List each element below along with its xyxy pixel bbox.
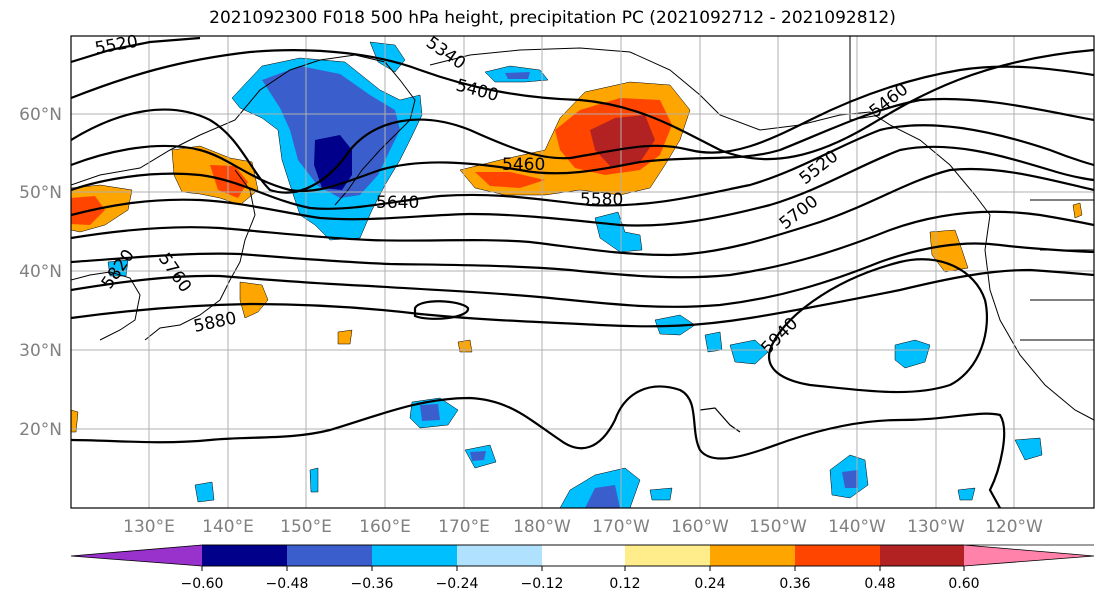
colorbar-tick-label: 0.48 [864,576,895,592]
colorbar-segment-5 [542,545,625,566]
colorbar-tick-label: −0.24 [436,576,479,592]
map-title: 2021092300 F018 500 hPa height, precipit… [209,8,896,28]
lat-label: 20°N [19,420,62,440]
colorbar-segment-2 [287,545,372,566]
lon-label: 130°W [907,517,965,537]
lon-label: 140°W [828,517,886,537]
height-contours [71,36,1094,508]
contour-label: 5640 [376,193,419,213]
lat-label: 50°N [19,183,62,203]
colorbar-tick-label: 0.60 [948,576,979,592]
colorbar-tick-label: −0.12 [521,576,564,592]
colorbar-segment-4 [457,545,542,566]
map-border [70,35,1095,509]
longitude-labels: 130°E 140°E 150°E 160°E 170°E 180°W 170°… [123,517,1043,537]
colorbar-tick-label: −0.48 [266,576,309,592]
colorbar-segment-6 [625,545,710,566]
lon-label: 170°E [438,517,490,537]
colorbar: −0.60 −0.48 −0.36 −0.24 −0.12 0.12 0.24 … [70,544,1095,592]
latitude-labels: 60°N 50°N 40°N 30°N 20°N [19,105,62,440]
colorbar-segment-3 [372,545,457,566]
lon-label: 180°W [513,517,571,537]
lon-label: 150°W [749,517,807,537]
contour-label: 5460 [502,155,545,175]
lon-label: 170°W [592,517,650,537]
colorbar-tick-label: 0.24 [694,576,725,592]
colorbar-segment-0 [71,545,202,566]
colorbar-segment-7 [710,545,795,566]
colorbar-ticks [201,566,965,571]
lat-label: 30°N [19,341,62,361]
lon-label: 160°W [671,517,729,537]
colorbar-segment-1 [202,545,287,566]
lon-label: 120°W [985,517,1043,537]
colorbar-tick-label: 0.36 [779,576,810,592]
gridlines [71,36,1094,508]
lat-label: 40°N [19,262,62,282]
lon-label: 150°E [280,517,332,537]
colorbar-segment-8 [795,545,880,566]
contour-label: 5580 [580,190,623,210]
lon-label: 130°E [123,517,175,537]
lon-label: 160°E [359,517,411,537]
lon-label: 140°E [202,517,254,537]
precip-shading [71,41,1083,508]
colorbar-segment-10 [964,545,1094,566]
colorbar-segment-9 [880,545,964,566]
colorbar-tick-label: 0.12 [609,576,640,592]
colorbar-tick-label: −0.60 [181,576,224,592]
lat-label: 60°N [19,105,62,125]
colorbar-tick-label: −0.36 [351,576,394,592]
